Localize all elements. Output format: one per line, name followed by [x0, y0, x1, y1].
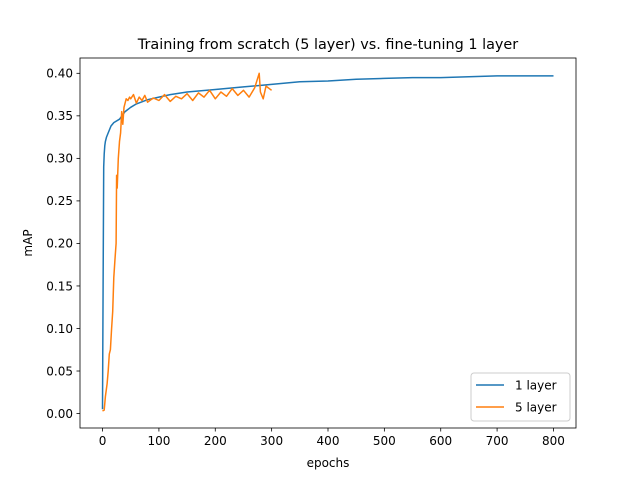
plot-frame	[79, 57, 577, 429]
x-tick-label: 300	[260, 434, 283, 448]
x-tick-label: 400	[317, 434, 340, 448]
y-tick-label: 0.15	[46, 279, 73, 293]
x-tick-label: 700	[486, 434, 509, 448]
x-axis-label: epochs	[307, 456, 350, 470]
legend-label-2: 5 layer	[515, 401, 557, 415]
legend-label-1: 1 layer	[515, 379, 557, 393]
x-tick-label: 500	[373, 434, 396, 448]
y-tick-label: 0.20	[46, 237, 73, 251]
x-tick-label: 0	[99, 434, 107, 448]
y-tick-label: 0.10	[46, 322, 73, 336]
series-line-2	[102, 72, 273, 412]
x-tick-label: 600	[429, 434, 452, 448]
x-tick-label: 200	[204, 434, 227, 448]
y-axis-label: mAP	[21, 229, 35, 256]
y-tick-label: 0.00	[46, 407, 73, 421]
series-line-1	[101, 75, 554, 410]
y-tick-label: 0.05	[46, 364, 73, 378]
y-axis-ticks: 0.00 0.05 0.10 0.15 0.20 0.25 0.30 0.35 0.40	[46, 67, 80, 421]
plot-lines	[101, 72, 554, 412]
x-axis-ticks: 0 100 200 300 400 500 600 700 800	[99, 428, 565, 448]
y-tick-label: 0.30	[46, 152, 73, 166]
y-tick-label: 0.35	[46, 109, 73, 123]
x-tick-label: 800	[542, 434, 565, 448]
y-tick-label: 0.25	[46, 194, 73, 208]
chart-title: Training from scratch (5 layer) vs. fine…	[137, 37, 518, 53]
x-tick-label: 100	[147, 434, 170, 448]
y-tick-label: 0.40	[46, 67, 73, 81]
legend: 1 layer 5 layer	[470, 372, 571, 422]
